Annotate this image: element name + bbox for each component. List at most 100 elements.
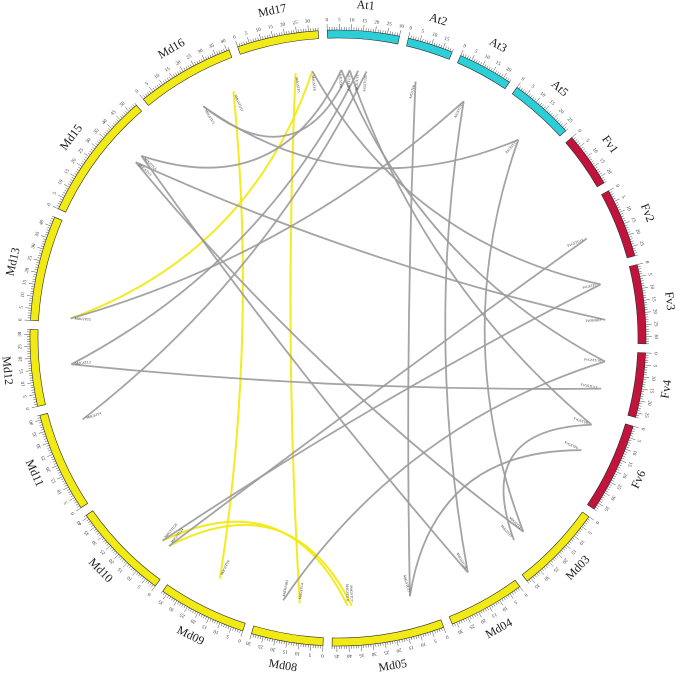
synteny-link xyxy=(219,91,244,579)
tick-mark xyxy=(40,429,44,431)
tick-mark xyxy=(151,584,154,588)
tick-mark xyxy=(438,43,440,47)
tick-mark xyxy=(467,617,471,623)
tick-mark xyxy=(489,606,493,612)
gene-label: MdGSTU17 xyxy=(233,94,244,112)
tick-mark xyxy=(530,577,535,583)
tick-mark xyxy=(44,440,48,442)
tick-mark xyxy=(38,252,42,254)
tick-mark xyxy=(183,605,186,609)
tick-mark xyxy=(252,38,255,42)
tick-label: 25 xyxy=(179,611,186,618)
tick-mark xyxy=(213,49,216,56)
tick-mark xyxy=(625,448,631,452)
tick-label: 25 xyxy=(652,321,657,327)
tick-mark xyxy=(442,42,446,49)
tick-mark xyxy=(641,285,645,287)
tick-mark xyxy=(179,602,182,606)
tick-mark xyxy=(25,307,32,309)
tick-mark xyxy=(125,110,128,114)
tick-mark xyxy=(137,573,141,577)
tick-mark xyxy=(70,173,76,178)
tick-mark xyxy=(597,502,604,507)
tick-label: 0 xyxy=(70,510,76,515)
chromosome-fv4 xyxy=(627,352,646,418)
tick-mark xyxy=(156,84,159,88)
tick-mark xyxy=(596,168,600,171)
tick-mark xyxy=(624,451,628,453)
tick-label: 15 xyxy=(548,100,555,107)
tick-mark xyxy=(41,243,45,245)
tick-label: 15 xyxy=(20,368,26,374)
tick-label: 30 xyxy=(18,331,23,337)
tick-mark xyxy=(524,90,527,94)
tick-mark xyxy=(132,570,137,576)
tick-mark xyxy=(35,419,42,422)
tick-mark xyxy=(163,593,167,600)
tick-label: 45 xyxy=(110,109,117,116)
tick-mark xyxy=(166,78,169,81)
tick-label: 5 xyxy=(308,651,311,656)
tick-label: 5 xyxy=(338,18,341,23)
tick-mark xyxy=(31,270,38,273)
tick-mark xyxy=(484,64,487,68)
tick-mark xyxy=(257,37,259,41)
tick-mark xyxy=(639,273,643,275)
tick-mark xyxy=(63,482,67,485)
tick-mark xyxy=(433,42,436,46)
tick-mark xyxy=(145,579,148,583)
synteny-link xyxy=(444,101,469,573)
tick-mark xyxy=(569,541,572,544)
tick-mark xyxy=(278,32,280,36)
tick-mark xyxy=(612,197,616,200)
tick-mark xyxy=(64,484,68,487)
tick-label: 45 xyxy=(334,653,340,658)
tick-label: 20 xyxy=(557,108,564,115)
tick-mark xyxy=(177,71,180,75)
chromosome-md13 xyxy=(30,216,63,322)
synteny-link xyxy=(168,237,588,547)
tick-mark xyxy=(271,638,273,642)
tick-mark xyxy=(80,162,84,165)
tick-label: 20 xyxy=(621,472,628,479)
tick-mark xyxy=(83,158,87,161)
tick-mark xyxy=(42,240,46,243)
tick-mark xyxy=(187,65,190,69)
tick-label: 15 xyxy=(598,158,605,165)
tick-mark xyxy=(612,477,616,480)
tick-mark xyxy=(130,105,133,109)
tick-mark xyxy=(562,548,566,551)
tick-mark xyxy=(408,32,410,39)
tick-mark xyxy=(516,82,521,88)
tick-mark xyxy=(69,181,72,184)
tick-label: 25 xyxy=(257,643,264,649)
tick-mark xyxy=(171,597,174,601)
tick-mark xyxy=(96,532,100,535)
tick-mark xyxy=(31,406,38,408)
tick-mark xyxy=(507,594,510,598)
tick-mark xyxy=(438,628,441,632)
tick-mark xyxy=(184,606,188,613)
tick-label: 50 xyxy=(119,101,126,108)
tick-mark xyxy=(106,543,109,546)
tick-mark xyxy=(190,64,192,68)
tick-mark xyxy=(201,54,205,61)
tick-mark xyxy=(399,30,401,37)
tick-mark xyxy=(537,101,541,104)
tick-label: 10 xyxy=(21,292,27,298)
tick-mark xyxy=(269,34,271,38)
tick-mark xyxy=(101,538,105,541)
tick-mark xyxy=(52,460,56,463)
tick-mark xyxy=(601,176,605,179)
tick-mark xyxy=(429,631,432,635)
tick-label: 10 xyxy=(349,18,355,23)
chromosome-fv6 xyxy=(587,423,634,510)
tick-label: 15 xyxy=(362,19,368,24)
tick-mark xyxy=(220,623,223,627)
tick-mark xyxy=(56,469,60,472)
tick-label: 40 xyxy=(220,39,227,46)
tick-mark xyxy=(223,624,225,628)
chromosome-md15 xyxy=(57,104,143,213)
tick-mark xyxy=(545,565,548,568)
